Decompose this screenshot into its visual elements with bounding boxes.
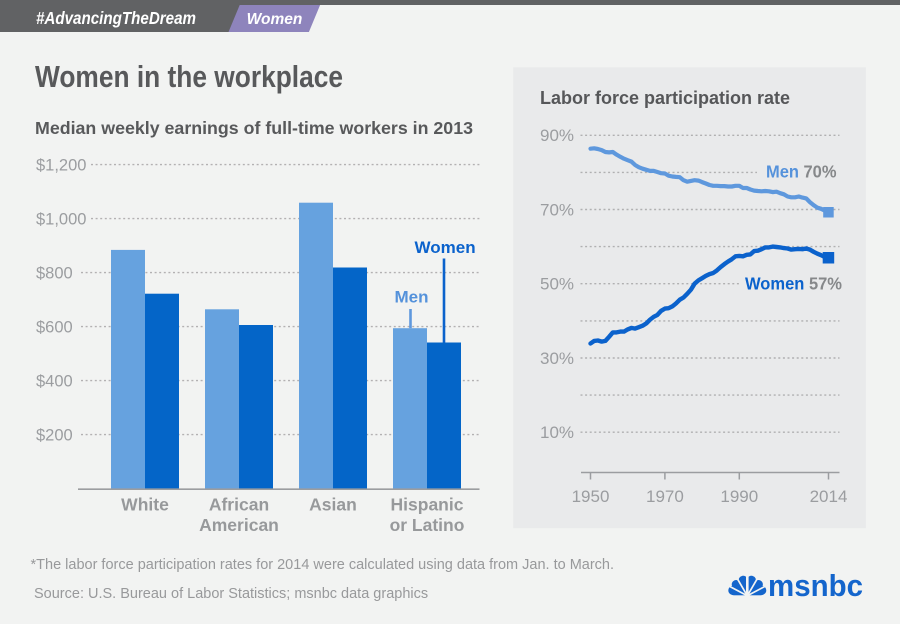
svg-text:#AdvancingTheDream: #AdvancingTheDream xyxy=(36,8,196,28)
svg-text:30%: 30% xyxy=(540,349,574,368)
svg-text:$400: $400 xyxy=(36,373,73,391)
svg-text:10%: 10% xyxy=(540,423,574,442)
svg-text:1970: 1970 xyxy=(646,487,684,506)
svg-text:1990: 1990 xyxy=(720,487,758,506)
svg-text:Women: Women xyxy=(247,11,303,28)
svg-text:*The labor force participation: *The labor force participation rates for… xyxy=(31,557,615,573)
svg-text:Median weekly earnings of full: Median weekly earnings of full-time work… xyxy=(35,118,473,138)
svg-text:$1,000: $1,000 xyxy=(36,211,86,229)
svg-text:Men 70%: Men 70% xyxy=(766,161,837,181)
svg-text:Asian: Asian xyxy=(309,495,357,515)
svg-text:Women: Women xyxy=(415,238,476,257)
svg-text:Source: U.S. Bureau of Labor S: Source: U.S. Bureau of Labor Statistics;… xyxy=(34,586,428,602)
svg-text:White: White xyxy=(121,495,169,515)
svg-text:50%: 50% xyxy=(540,275,574,294)
svg-text:70%: 70% xyxy=(540,200,574,219)
svg-text:$800: $800 xyxy=(36,265,73,283)
svg-text:American: American xyxy=(199,515,279,535)
svg-text:Women 57%: Women 57% xyxy=(745,274,842,294)
svg-text:$1,200: $1,200 xyxy=(36,157,86,175)
svg-text:$600: $600 xyxy=(36,319,73,337)
svg-text:Labor force participation rate: Labor force participation rate xyxy=(540,88,790,108)
svg-text:Men: Men xyxy=(395,288,429,307)
svg-text:Women in the workplace: Women in the workplace xyxy=(35,59,343,94)
svg-text:1950: 1950 xyxy=(572,487,610,506)
svg-text:Hispanic: Hispanic xyxy=(391,495,464,515)
svg-text:2014: 2014 xyxy=(810,487,848,506)
svg-text:African: African xyxy=(209,495,269,515)
svg-text:or Latino: or Latino xyxy=(390,515,465,535)
svg-text:90%: 90% xyxy=(540,126,574,145)
svg-text:$200: $200 xyxy=(36,427,73,445)
svg-text:msnbc: msnbc xyxy=(768,568,863,603)
